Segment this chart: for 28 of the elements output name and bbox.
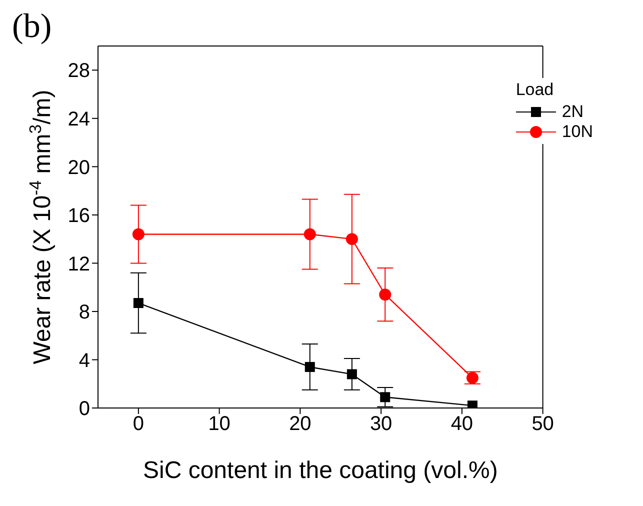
y-tick-label: 20 bbox=[68, 156, 90, 179]
x-tick-label: 10 bbox=[208, 413, 230, 436]
y-tick-label: 12 bbox=[68, 253, 90, 276]
point bbox=[346, 233, 358, 246]
y-tick-label: 24 bbox=[68, 108, 90, 130]
legend-label: 2N bbox=[562, 102, 584, 122]
point bbox=[379, 288, 392, 301]
legend-title: Load bbox=[516, 80, 555, 100]
y-tick-label: 8 bbox=[78, 302, 90, 324]
x-tick-label: 20 bbox=[289, 413, 312, 436]
legend-label: 10N bbox=[562, 122, 593, 142]
point bbox=[304, 362, 315, 372]
x-tick-label: 50 bbox=[532, 413, 554, 436]
chart-title: (b) bbox=[12, 8, 52, 46]
x-axis-title: SiC content in the coating (vol.%) bbox=[142, 457, 498, 484]
point bbox=[346, 369, 357, 380]
point bbox=[304, 228, 316, 240]
y-tick-label: 4 bbox=[78, 350, 90, 372]
y-tick-label: 0 bbox=[78, 398, 90, 420]
point bbox=[133, 298, 144, 308]
point bbox=[466, 372, 478, 384]
x-tick-label: 30 bbox=[370, 413, 392, 436]
y-tick-label: 16 bbox=[68, 205, 90, 228]
point bbox=[380, 392, 390, 402]
x-tick-label: 40 bbox=[450, 413, 474, 436]
x-tick-label: 0 bbox=[132, 413, 144, 436]
point bbox=[132, 228, 144, 240]
y-tick-label: 28 bbox=[68, 60, 90, 82]
